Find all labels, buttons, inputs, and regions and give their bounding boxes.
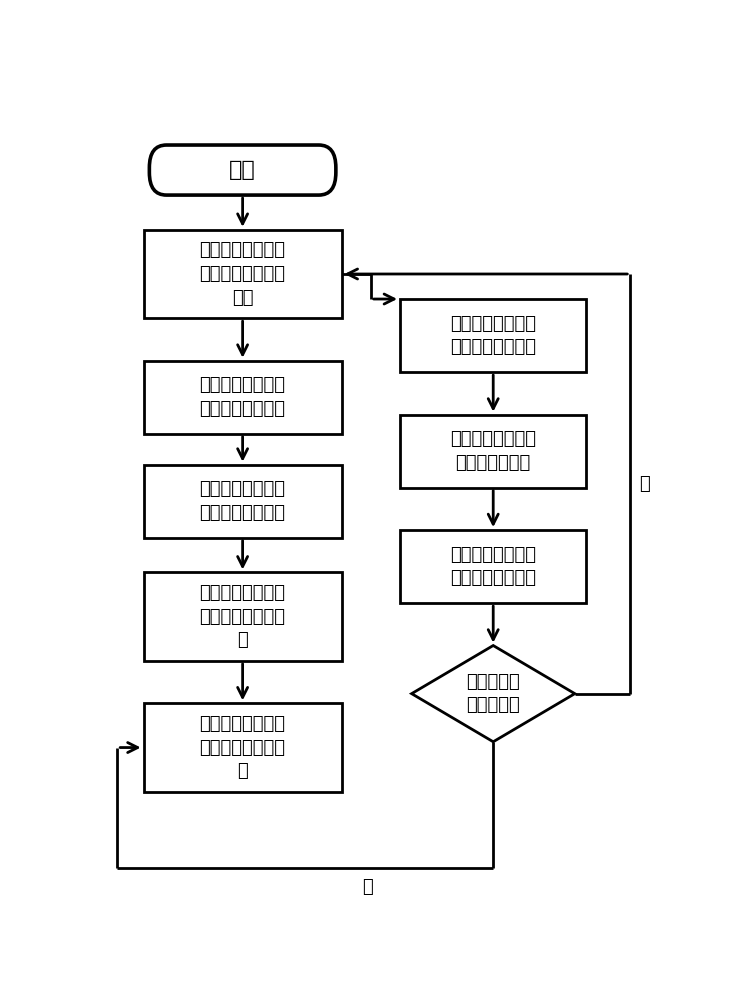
Text: 无线接入节点更新
信道选择概率向量: 无线接入节点更新 信道选择概率向量: [450, 546, 536, 587]
Bar: [400, 299, 587, 372]
Bar: [400, 415, 587, 488]
Bar: [400, 530, 587, 603]
Text: 终端检测并上报潜
在干扰无线接入节
点集: 终端检测并上报潜 在干扰无线接入节 点集: [199, 241, 286, 307]
Bar: [144, 572, 341, 661]
Text: 无线接入节点计算
实际的加权干扰: 无线接入节点计算 实际的加权干扰: [450, 430, 536, 472]
Polygon shape: [411, 646, 575, 742]
Text: 是: 是: [639, 475, 650, 493]
Bar: [144, 465, 341, 538]
Text: 无线接入节点构建
单向潜在加权干扰: 无线接入节点构建 单向潜在加权干扰: [199, 376, 286, 418]
Text: 无线接入节点初始
化信道选择概率向
量: 无线接入节点初始 化信道选择概率向 量: [199, 584, 286, 649]
Bar: [144, 230, 341, 318]
Text: 网络或频谱
环境变化？: 网络或频谱 环境变化？: [466, 673, 520, 714]
Text: 开始: 开始: [229, 160, 256, 180]
FancyBboxPatch shape: [150, 145, 336, 195]
Bar: [144, 703, 341, 792]
Bar: [144, 361, 341, 434]
Text: 无线接入节点构建
双向潜在加权干扰: 无线接入节点构建 双向潜在加权干扰: [199, 480, 286, 522]
Text: 无线接入节点依概
率向量进行信道选
择: 无线接入节点依概 率向量进行信道选 择: [199, 715, 286, 780]
Text: 终端检测并上报干
扰无线接入节点集: 终端检测并上报干 扰无线接入节点集: [450, 315, 536, 356]
Text: 否: 否: [362, 878, 373, 896]
